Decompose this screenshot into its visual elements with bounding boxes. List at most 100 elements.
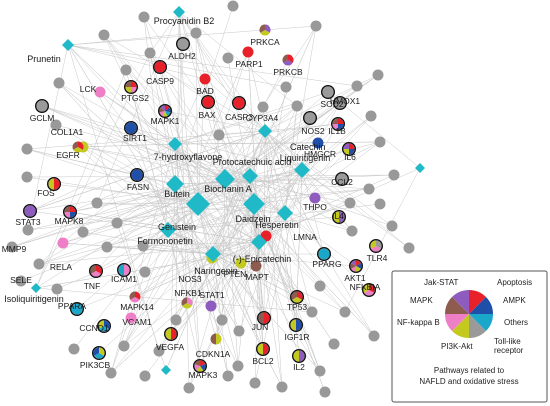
network-edge (344, 167, 421, 313)
target-node-thpo (309, 192, 321, 204)
network-edge (38, 169, 303, 265)
compound-node-procyanidin_b2 (173, 6, 185, 18)
highlight-ring (231, 95, 246, 110)
network-edge (237, 203, 255, 367)
gene-node (291, 100, 303, 112)
compound-label-protocatechuic: Protocatechuic acid (213, 157, 292, 167)
highlight-ring (200, 94, 215, 109)
target-label-lck: LCK (80, 84, 97, 94)
target-node-il6 (343, 143, 355, 155)
network-edge (224, 123, 339, 180)
network-edge (167, 229, 188, 304)
compound-node-prunetin (62, 39, 74, 51)
highlight-ring (317, 246, 332, 261)
target-node-tp53 (291, 291, 303, 303)
node-labels: ALDH2 PRKCA LCK PARP1 PRKCB GCLM PTGS2 CASP9 BAD… (2, 16, 388, 380)
target-node-vcam1 (125, 312, 137, 324)
network-edge (164, 110, 176, 185)
network-edge (224, 74, 379, 180)
compound-node-genistein (186, 192, 210, 216)
target-node-hmgcr (312, 137, 324, 149)
target-node-nos2 (304, 112, 316, 124)
network-edge (99, 91, 286, 214)
highlight-ring (362, 283, 377, 298)
gene-node (365, 110, 377, 122)
network-edge (106, 178, 226, 248)
target-label-tlr4: TLR4 (367, 253, 388, 263)
network-edge (253, 141, 381, 205)
target-label-col1a1: COL1A1 (51, 127, 84, 137)
legend-label-receptor: receptor (494, 346, 524, 355)
network-edge (204, 78, 255, 205)
gene-node (33, 258, 45, 270)
network-edge (258, 241, 264, 350)
gene-node (137, 240, 149, 252)
target-node-bad (199, 73, 211, 85)
compound-label-naringenin: Naringenin (194, 266, 238, 276)
network-edge (11, 175, 251, 248)
compound-node-extra2 (161, 365, 171, 375)
target-node-il2 (293, 350, 305, 362)
gene-node (346, 225, 358, 237)
target-label-bcl2: BCL2 (252, 356, 274, 366)
highlight-ring (321, 84, 336, 99)
legend-label-apoptosis: Apoptosis (497, 278, 532, 287)
target-node-il4 (333, 211, 345, 223)
gene-node (222, 370, 234, 382)
target-node-mapk14 (129, 291, 141, 303)
network-edge (106, 241, 260, 248)
target-node-pik3cb (93, 347, 105, 359)
highlight-ring (332, 209, 347, 224)
target-label-akt1: AKT1 (344, 273, 366, 283)
target-node-gclm (36, 100, 48, 112)
compound-label-genistein: Genistein (158, 222, 196, 232)
target-node-cyp3a4 (257, 101, 269, 113)
target-label-il2: IL2 (293, 362, 305, 372)
target-label-lmna: LMNA (293, 232, 317, 242)
gene-node (190, 27, 202, 39)
network-edge (96, 202, 199, 205)
gene-node (21, 143, 33, 155)
network-edge (116, 178, 226, 224)
target-label-il4: IL4 (332, 211, 344, 221)
target-label-bad: BAD (196, 86, 213, 96)
compound-node-epicatechin (251, 234, 267, 250)
unlabeled-nodes (21, 0, 415, 398)
target-node-casp3 (233, 97, 245, 109)
network-edge (123, 229, 169, 347)
target-label-nos3: NOS3 (178, 274, 201, 284)
network-edge (123, 241, 260, 347)
compound-label-formononetin: Formononetin (137, 236, 193, 246)
network-edge (27, 203, 255, 231)
network-edge (178, 11, 375, 337)
highlight-ring (96, 319, 111, 334)
target-label-cyp3a4: CYP3A4 (246, 113, 279, 123)
network-edge (58, 82, 176, 185)
gene-node (328, 338, 340, 350)
gene-node (21, 171, 33, 183)
target-node-mapk1 (159, 105, 171, 117)
network-edge (212, 115, 372, 255)
target-label-prkcb: PRKCB (273, 67, 303, 77)
network-edge (136, 174, 214, 255)
compound-node-isoliquiritigenin (31, 283, 41, 293)
network-edge (67, 44, 160, 352)
network-edge (301, 102, 341, 171)
network-edge (284, 212, 300, 357)
network-edge (142, 178, 226, 247)
highlight-ring (290, 290, 305, 305)
network-edge (175, 11, 180, 321)
network-edge (212, 102, 341, 255)
target-node-vegfa (165, 328, 177, 340)
gene-node (374, 198, 386, 210)
network-edge (249, 174, 395, 177)
gene-node (101, 241, 113, 253)
gene-node (319, 386, 331, 398)
network-edge (20, 169, 303, 282)
gene-node (183, 382, 195, 394)
network-edge (143, 16, 286, 214)
network-edge (249, 175, 375, 337)
highlight-ring (157, 103, 172, 118)
network-edge (165, 25, 317, 371)
network-edge (58, 82, 226, 180)
